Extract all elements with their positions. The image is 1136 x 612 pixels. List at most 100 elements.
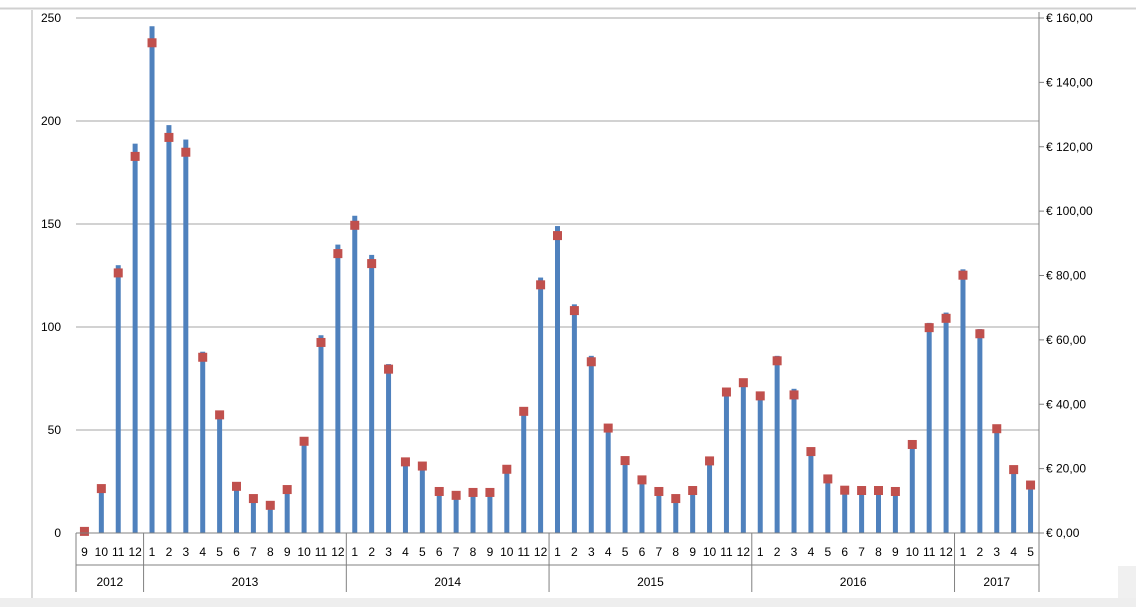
marker bbox=[907, 439, 917, 449]
month-label: 1 bbox=[554, 545, 561, 559]
bar bbox=[757, 392, 763, 533]
marker bbox=[586, 357, 596, 367]
right-tick-label: € 80,00 bbox=[1046, 269, 1086, 283]
marker bbox=[316, 337, 326, 347]
bar bbox=[386, 364, 392, 533]
month-label: 6 bbox=[639, 545, 646, 559]
marker bbox=[924, 323, 934, 333]
month-label: 7 bbox=[453, 545, 460, 559]
bar bbox=[250, 502, 256, 533]
bar bbox=[115, 265, 121, 533]
marker bbox=[96, 484, 106, 494]
year-label: 2016 bbox=[840, 575, 867, 589]
marker bbox=[603, 423, 613, 433]
month-label: 12 bbox=[534, 545, 548, 559]
bar bbox=[639, 481, 645, 533]
marker bbox=[417, 461, 427, 471]
left-tick-label: 150 bbox=[41, 217, 61, 231]
month-label: 11 bbox=[112, 545, 125, 559]
marker bbox=[1026, 480, 1036, 490]
bar bbox=[217, 413, 223, 533]
left-tick-label: 50 bbox=[48, 423, 62, 437]
right-tick-label: € 60,00 bbox=[1046, 333, 1086, 347]
year-label: 2015 bbox=[637, 575, 664, 589]
month-label: 2 bbox=[368, 545, 375, 559]
right-tick-label: € 20,00 bbox=[1046, 462, 1086, 476]
month-label: 11 bbox=[315, 545, 328, 559]
month-label: 6 bbox=[233, 545, 240, 559]
bar bbox=[605, 425, 611, 533]
marker bbox=[181, 147, 191, 157]
marker bbox=[248, 494, 258, 504]
marker bbox=[350, 220, 360, 230]
marker bbox=[79, 526, 89, 536]
marker bbox=[147, 38, 157, 48]
bar bbox=[369, 254, 375, 533]
marker bbox=[519, 406, 529, 416]
bar bbox=[335, 244, 341, 533]
bar bbox=[149, 26, 155, 534]
marker bbox=[164, 132, 174, 142]
bar bbox=[876, 493, 881, 533]
bar bbox=[571, 304, 577, 533]
month-label: 7 bbox=[250, 545, 257, 559]
bar bbox=[740, 378, 746, 533]
bar bbox=[453, 497, 459, 533]
month-label: 10 bbox=[95, 545, 109, 559]
bar bbox=[487, 493, 493, 533]
bar bbox=[470, 493, 476, 533]
month-label: 4 bbox=[199, 545, 206, 559]
year-label: 2017 bbox=[983, 575, 1010, 589]
bar bbox=[1011, 471, 1017, 533]
month-label: 10 bbox=[703, 545, 717, 559]
marker bbox=[620, 456, 630, 466]
marker bbox=[451, 490, 461, 500]
bar bbox=[994, 425, 1000, 533]
bar bbox=[808, 450, 814, 533]
month-label: 1 bbox=[149, 545, 156, 559]
bar bbox=[234, 487, 239, 533]
left-tick-label: 250 bbox=[41, 11, 61, 25]
bar bbox=[436, 493, 442, 533]
marker bbox=[755, 391, 765, 401]
bar bbox=[555, 226, 560, 533]
bar bbox=[774, 355, 780, 533]
month-label: 8 bbox=[470, 545, 477, 559]
bar bbox=[791, 388, 797, 533]
month-label: 11 bbox=[923, 545, 936, 559]
month-label: 4 bbox=[808, 545, 815, 559]
marker bbox=[721, 387, 731, 397]
marker bbox=[890, 486, 900, 496]
month-label: 10 bbox=[297, 545, 311, 559]
bar bbox=[284, 491, 290, 533]
month-label: 5 bbox=[622, 545, 629, 559]
marker bbox=[333, 249, 343, 259]
month-label: 7 bbox=[656, 545, 663, 559]
marker bbox=[198, 352, 208, 362]
bar bbox=[183, 139, 189, 534]
month-label: 11 bbox=[517, 545, 530, 559]
marker bbox=[1009, 465, 1019, 475]
bar bbox=[98, 491, 104, 533]
marker bbox=[367, 259, 377, 269]
bar bbox=[690, 493, 696, 533]
month-label: 12 bbox=[128, 545, 142, 559]
bar bbox=[825, 481, 831, 533]
month-label: 5 bbox=[1027, 545, 1034, 559]
marker bbox=[789, 390, 799, 400]
bar bbox=[166, 125, 172, 534]
marker bbox=[569, 306, 579, 316]
month-label: 10 bbox=[500, 545, 514, 559]
month-label: 12 bbox=[737, 545, 751, 559]
month-label: 3 bbox=[993, 545, 1000, 559]
bar bbox=[200, 351, 206, 533]
left-tick-label: 0 bbox=[54, 526, 61, 540]
bar bbox=[538, 277, 544, 533]
bar-series bbox=[98, 26, 1034, 534]
marker bbox=[874, 486, 883, 496]
bar bbox=[707, 460, 713, 533]
marker bbox=[992, 424, 1002, 434]
month-label: 1 bbox=[351, 545, 358, 559]
month-label: 6 bbox=[841, 545, 848, 559]
